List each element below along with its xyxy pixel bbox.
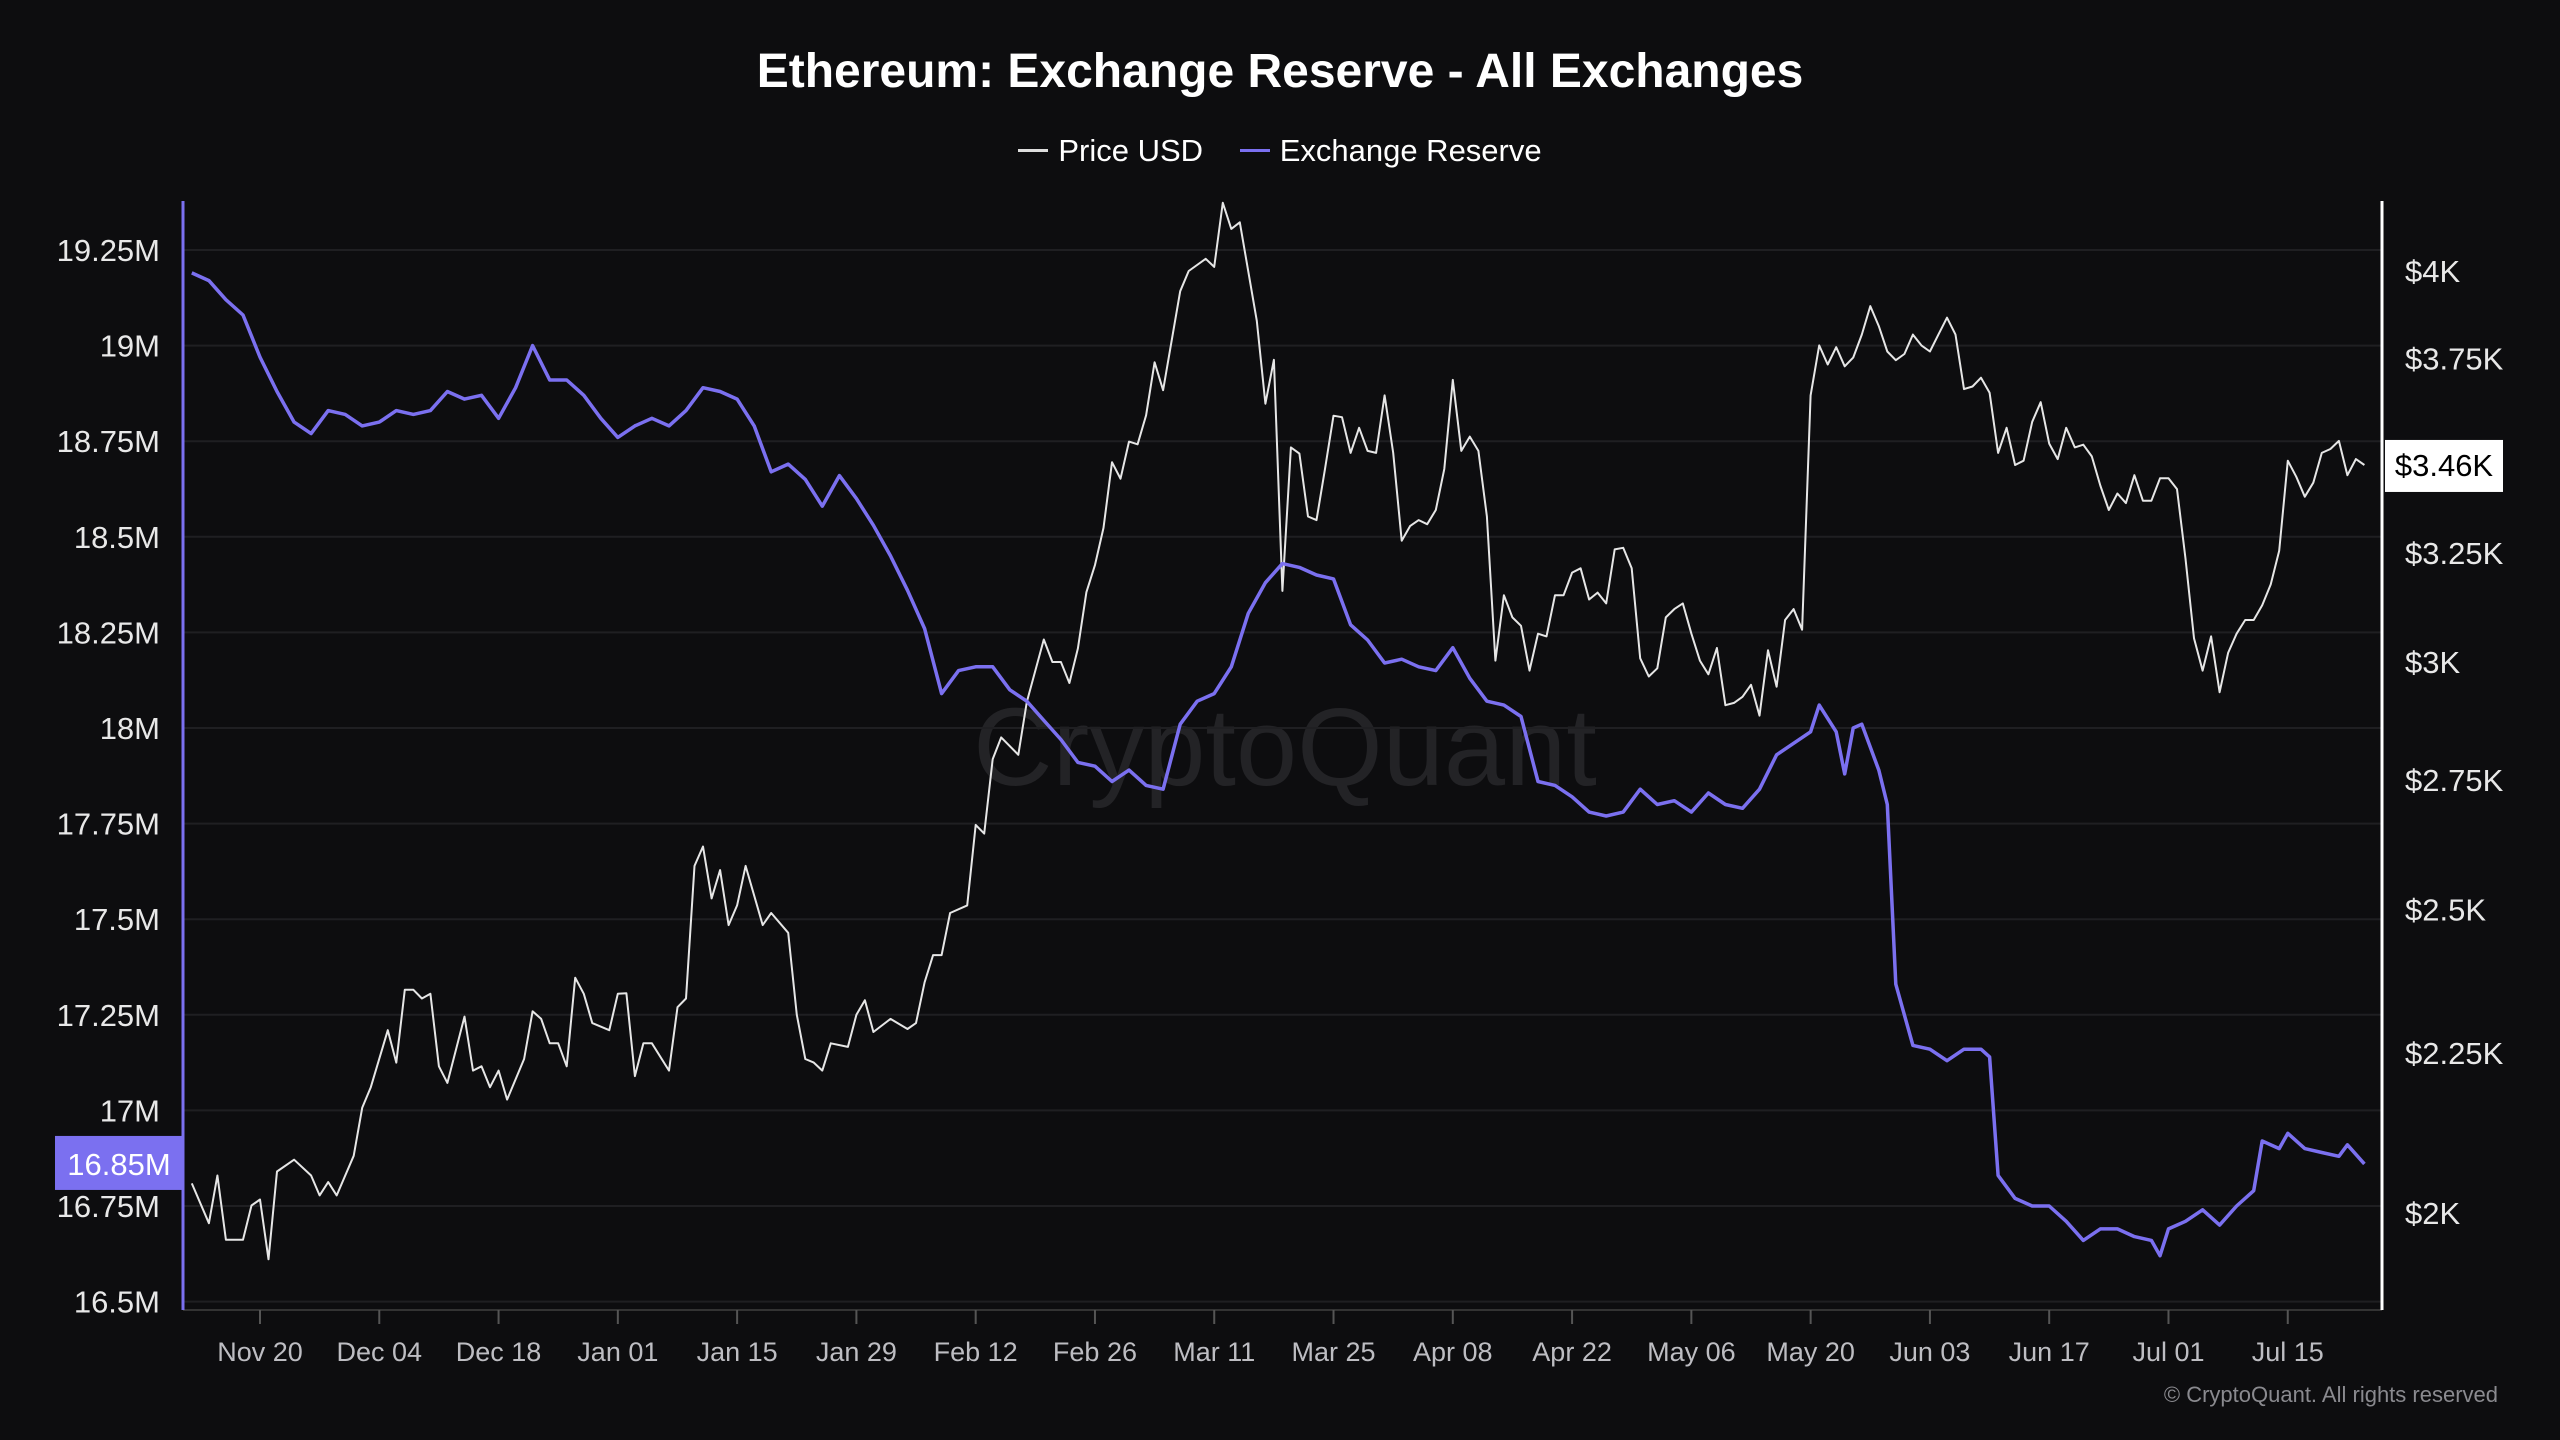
y-right-tick-label: $2K [2405,1196,2460,1231]
y-left-tick-label: 17.25M [57,998,160,1033]
y-right-tick-label: $2.25K [2405,1036,2504,1071]
y-right-tick-label: $2.5K [2405,893,2486,928]
y-left-tick-label: 18.25M [57,615,160,650]
y-right-tick-label: $3K [2405,645,2460,680]
x-tick-label: Feb 12 [934,1337,1018,1367]
y-right-tick-label: $2.75K [2405,763,2504,798]
legend-label-reserve: Exchange Reserve [1279,132,1542,168]
y-left-tick-label: 17.75M [57,807,160,842]
legend-item-price[interactable]: Price USD [1018,133,1203,169]
y-left-tick-label: 16.5M [74,1285,160,1320]
price-usd-line [190,201,2365,1261]
x-tick-label: Jun 17 [2009,1337,2090,1367]
y-right-tick-label: $3.75K [2405,342,2504,377]
legend-label-price: Price USD [1058,132,1204,168]
y-left-tick-label: 18.5M [74,520,160,555]
legend-swatch-price [1018,149,1049,152]
current-reserve-badge [55,1135,183,1190]
legend-swatch-reserve [1239,149,1270,152]
y-left-tick-label: 19M [100,329,160,364]
current-reserve-label: 16.85M [67,1147,170,1182]
y-left-tick-label: 19.25M [57,233,160,268]
x-tick-label: Mar 11 [1173,1337,1255,1367]
x-tick-label: Jun 03 [1889,1337,1970,1367]
legend-item-reserve[interactable]: Exchange Reserve [1239,132,1542,169]
y-left-tick-label: 16.75M [57,1189,160,1224]
y-left-tick-label: 17M [100,1093,160,1128]
watermark: CryptoQuant [973,686,1597,809]
x-tick-label: Dec 04 [336,1337,422,1367]
legend: Price USD Exchange Reserve [0,124,2560,169]
x-tick-label: Jul 15 [2252,1337,2324,1367]
x-tick-label: May 06 [1647,1337,1736,1367]
y-left-tick-label: 18.75M [57,424,160,459]
current-price-label: $3.46K [2395,448,2494,483]
x-tick-label: Apr 08 [1413,1337,1493,1367]
x-tick-label: Feb 26 [1053,1337,1137,1367]
current-price-badge [2385,439,2503,492]
x-tick-label: May 20 [1766,1337,1855,1367]
y-right-tick-label: $3.25K [2405,536,2504,571]
x-tick-label: Nov 20 [217,1337,303,1367]
x-tick-label: Jan 15 [697,1337,778,1367]
x-tick-label: Apr 22 [1532,1337,1612,1367]
copyright: © CryptoQuant. All rights reserved [2163,1382,2498,1407]
y-left-tick-label: 17.5M [74,902,160,937]
x-tick-label: Dec 18 [456,1337,542,1367]
chart-title: Ethereum: Exchange Reserve - All Exchang… [756,45,1804,98]
x-tick-label: Mar 25 [1291,1337,1375,1367]
x-tick-label: Jan 01 [577,1337,658,1367]
y-left-tick-label: 18M [100,711,160,746]
exchange-reserve-line [191,271,2366,1258]
x-tick-label: Jan 29 [816,1337,897,1367]
y-right-tick-label: $4K [2405,254,2460,289]
x-tick-label: Jul 01 [2132,1337,2204,1367]
